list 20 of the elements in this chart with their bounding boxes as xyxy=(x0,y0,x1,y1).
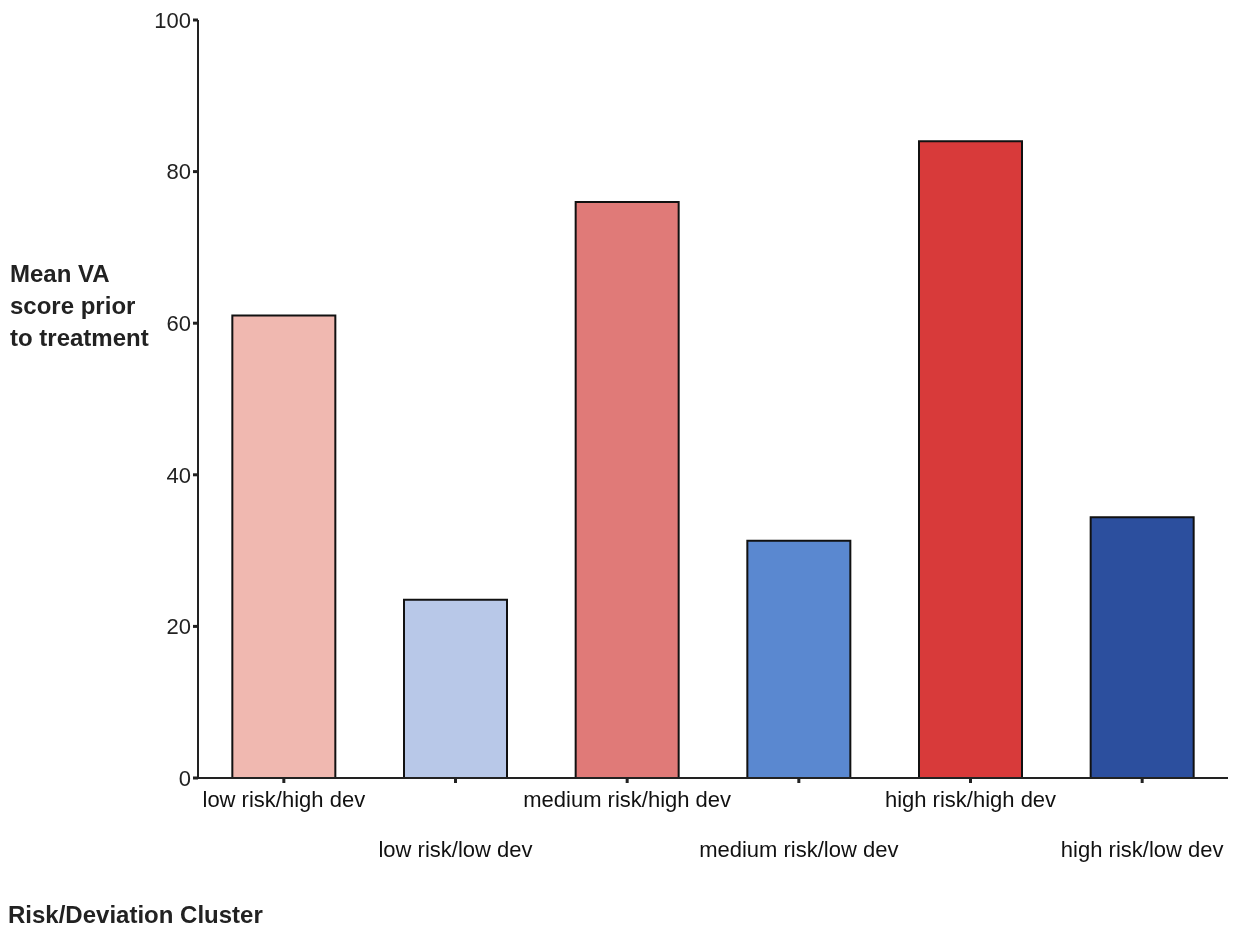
bar xyxy=(918,140,1023,778)
y-tick-label: 40 xyxy=(166,462,191,488)
bar xyxy=(1089,516,1195,778)
y-tick-label: 0 xyxy=(178,765,191,791)
y-tick-label: 20 xyxy=(166,614,191,640)
x-tick-label: high risk/low dev xyxy=(1060,837,1224,862)
x-tick-label: low risk/high dev xyxy=(202,787,366,812)
x-tick-label: high risk/high dev xyxy=(884,787,1057,812)
bar xyxy=(574,200,680,778)
y-tick-label: 60 xyxy=(166,311,191,337)
y-axis-title: Mean VA score prior to treatment xyxy=(10,259,150,353)
x-tick-label: medium risk/low dev xyxy=(699,837,899,862)
x-tick-label: low risk/low dev xyxy=(378,837,533,862)
bar xyxy=(746,539,852,778)
y-tick-label: 100 xyxy=(154,7,191,33)
bar xyxy=(231,314,337,778)
bar xyxy=(403,598,508,778)
x-tick-label: medium risk/high dev xyxy=(523,787,732,812)
x-axis-title: Risk/Deviation Cluster xyxy=(8,901,263,928)
y-tick-label: 80 xyxy=(166,159,191,185)
